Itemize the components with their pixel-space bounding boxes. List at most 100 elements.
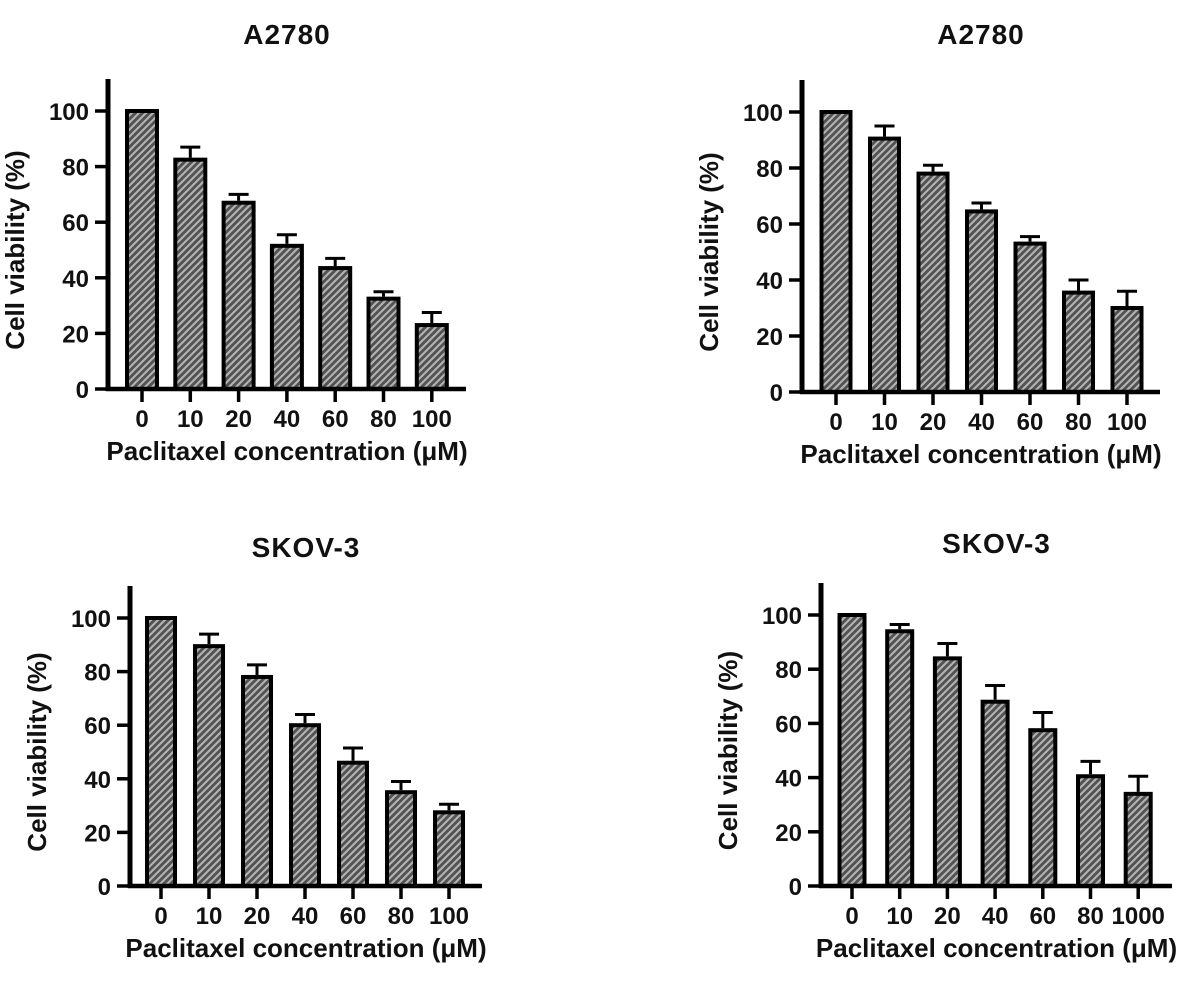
bar — [193, 644, 225, 888]
x-tick-label: 20 — [934, 903, 961, 930]
bar — [1123, 791, 1153, 888]
x-tick-label: 0 — [829, 409, 842, 436]
bar — [1062, 290, 1095, 395]
y-tick-label: 0 — [770, 380, 783, 407]
y-tick-label: 60 — [84, 713, 111, 740]
bar — [916, 171, 950, 394]
y-axis-label: Cell viability (%) — [0, 150, 30, 349]
y-tick-label: 20 — [62, 321, 89, 348]
y-tick-label: 60 — [775, 711, 802, 738]
x-tick-label: 60 — [1017, 409, 1044, 436]
x-tick-label: 0 — [154, 903, 167, 930]
chart-title: A2780 — [937, 19, 1025, 50]
x-tick-label: 10 — [886, 903, 913, 930]
chart-a2780-top-left: A2780 0 20 40 60 80 100 0 10 20 40 60 80 100 Paclitaxe… — [0, 0, 600, 491]
x-axis-label: Paclitaxel concentration (μM) — [816, 933, 1177, 963]
y-tick-label: 20 — [775, 820, 802, 847]
x-tick-label: 100 — [429, 903, 469, 930]
bar — [385, 790, 417, 889]
chart-skov3-bottom-left: SKOV-3 0 20 40 60 80 100 0 10 20 40 60 80 100 Paclitax… — [0, 491, 600, 983]
bar-chart-svg: SKOV-3 0 20 40 60 80 100 0 10 20 40 60 80 100 Paclitax… — [22, 532, 487, 963]
bar-chart-svg: A2780 0 20 40 60 80 100 0 10 20 40 60 80 100 Paclitaxe… — [0, 19, 468, 466]
x-axis-label: Paclitaxel concentration (μM) — [125, 933, 486, 963]
x-tick-label: 100 — [1107, 409, 1147, 436]
x-tick-label: 0 — [845, 903, 858, 930]
y-tick-label: 20 — [84, 820, 111, 847]
y-tick-label: 40 — [775, 766, 802, 793]
bar — [241, 674, 273, 888]
x-axis-label: Paclitaxel concentration (μM) — [106, 436, 467, 466]
y-tick-label: 0 — [789, 874, 802, 901]
bar — [318, 266, 353, 392]
bar — [125, 109, 159, 391]
bar — [868, 136, 901, 394]
x-tick-label: 100 — [412, 406, 452, 433]
x-tick-label: 20 — [225, 406, 252, 433]
chart-title: SKOV-3 — [942, 528, 1051, 559]
y-tick-label: 100 — [743, 100, 783, 127]
x-tick-label: 40 — [292, 903, 319, 930]
x-tick-label: 80 — [370, 406, 397, 433]
bar — [837, 613, 867, 888]
bar — [819, 110, 853, 394]
y-tick-label: 100 — [49, 99, 89, 126]
bar — [885, 629, 915, 888]
x-tick-label: 60 — [340, 903, 367, 930]
x-tick-label: 40 — [982, 903, 1009, 930]
y-tick-label: 60 — [756, 212, 783, 239]
bar — [145, 616, 177, 888]
y-tick-label: 80 — [62, 155, 89, 182]
x-tick-label: 80 — [1065, 409, 1092, 436]
bar — [173, 157, 208, 391]
x-tick-label: 10 — [196, 903, 223, 930]
x-tick-label: 10 — [177, 406, 204, 433]
y-tick-label: 0 — [76, 377, 89, 404]
y-tick-label: 80 — [775, 657, 802, 684]
bar — [221, 200, 256, 391]
x-tick-label: 80 — [388, 903, 415, 930]
x-tick-label: 60 — [322, 406, 349, 433]
bar — [337, 760, 369, 888]
y-tick-label: 20 — [756, 324, 783, 351]
y-tick-label: 100 — [762, 603, 802, 630]
x-tick-label: 10 — [871, 409, 898, 436]
bar — [366, 296, 401, 391]
x-tick-label: 40 — [274, 406, 301, 433]
bar — [414, 323, 449, 391]
y-tick-label: 60 — [62, 210, 89, 237]
bar — [980, 699, 1010, 888]
x-tick-label: 0 — [135, 406, 148, 433]
bar — [965, 209, 998, 394]
y-axis-label: Cell viability (%) — [694, 152, 724, 351]
y-tick-label: 40 — [84, 767, 111, 794]
chart-title: A2780 — [243, 19, 331, 50]
x-tick-label: 60 — [1029, 903, 1056, 930]
bar — [1110, 306, 1144, 394]
x-tick-label: 1000 — [1112, 903, 1165, 930]
bar-chart-svg: A2780 0 20 40 60 80 100 0 10 20 40 60 80 100 Paclitaxe… — [694, 19, 1162, 469]
bar — [269, 243, 304, 391]
x-tick-label: 40 — [968, 409, 995, 436]
bar — [1076, 774, 1105, 888]
bar — [433, 810, 465, 888]
y-axis-label: Cell viability (%) — [713, 651, 743, 850]
y-tick-label: 40 — [62, 266, 89, 293]
y-tick-label: 0 — [98, 874, 111, 901]
chart-a2780-top-right: A2780 0 20 40 60 80 100 0 10 20 40 60 80 100 Paclitaxe… — [600, 0, 1200, 491]
bar — [1013, 241, 1047, 394]
bar — [932, 656, 962, 888]
bar — [1028, 728, 1058, 888]
bar — [289, 723, 321, 888]
x-tick-label: 80 — [1077, 903, 1104, 930]
y-tick-label: 80 — [756, 156, 783, 183]
chart-skov3-bottom-right: SKOV-3 0 20 40 60 80 100 0 10 20 40 60 80 1000 Paclita… — [600, 491, 1200, 983]
y-tick-label: 80 — [84, 660, 111, 687]
y-tick-label: 100 — [71, 606, 111, 633]
x-tick-label: 20 — [244, 903, 271, 930]
x-axis-label: Paclitaxel concentration (μM) — [800, 439, 1161, 469]
chart-title: SKOV-3 — [252, 532, 361, 563]
x-tick-label: 20 — [920, 409, 947, 436]
y-tick-label: 40 — [756, 268, 783, 295]
